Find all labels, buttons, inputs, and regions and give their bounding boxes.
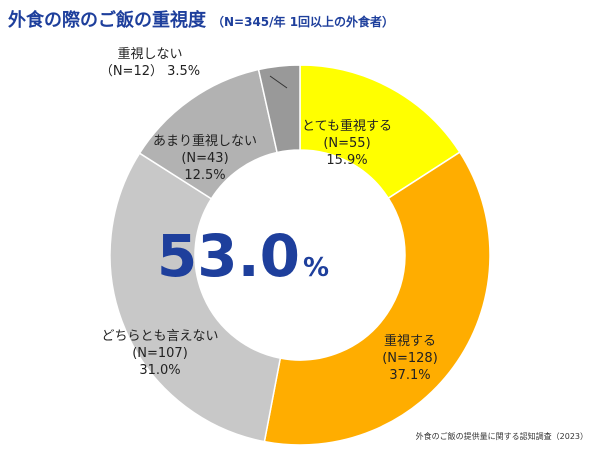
donut-slices bbox=[109, 64, 491, 446]
center-unit: % bbox=[303, 253, 329, 283]
chart-subtitle: （N=345/年 1回以上の外食者） bbox=[212, 15, 395, 29]
slice-label-important: 重視する(N=128) 37.1% bbox=[382, 333, 438, 383]
slice-label-neutral: どちらとも言えない(N=107) 31.0% bbox=[101, 329, 218, 378]
slice-not-important bbox=[257, 64, 301, 154]
source-note: 外食のご飯の提供量に関する認知調査（2023） bbox=[415, 432, 588, 441]
slice-label-very-important: とても重視する(N=55) 15.9% bbox=[302, 118, 392, 168]
slice-label-not-important: 重視しない（N=12） 3.5% bbox=[100, 46, 200, 79]
slice-label-not-very-important: あまり重視しない(N=43) 12.5% bbox=[153, 133, 257, 183]
chart-title: 外食の際のご飯の重視度 （N=345/年 1回以上の外食者） bbox=[8, 6, 394, 32]
chart-title-text: 外食の際のご飯の重視度 bbox=[8, 10, 206, 31]
center-value: 53.0 bbox=[157, 222, 300, 290]
slice-important bbox=[263, 151, 491, 446]
slice-labels: とても重視する(N=55) 15.9% 重視する(N=128) 37.1% どちらとも言… bbox=[100, 46, 438, 383]
slice-neutral bbox=[109, 152, 282, 443]
leader-line bbox=[269, 75, 288, 89]
